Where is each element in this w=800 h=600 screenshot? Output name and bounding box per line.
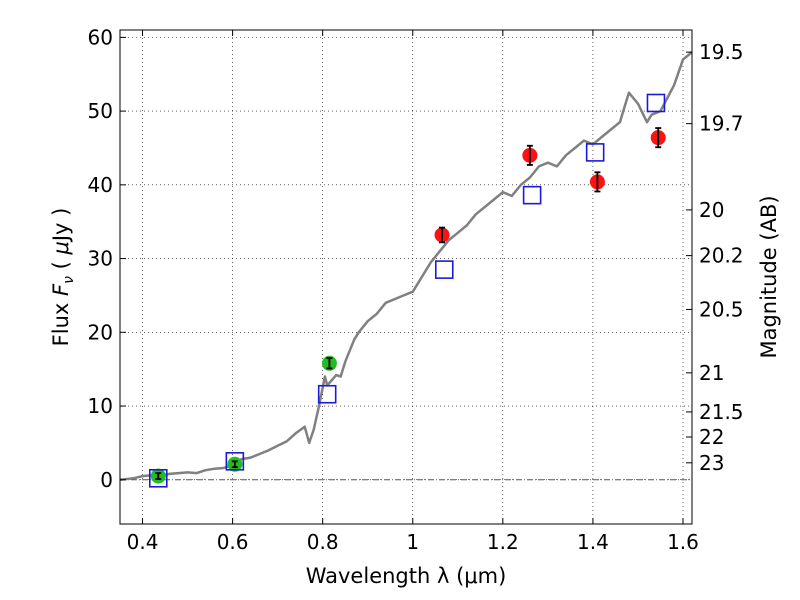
y-tick-label: 40 [88,173,113,197]
y-axis-label: Flux Fν ( μJy ) [49,208,77,347]
y2-tick-label: 21 [699,361,724,385]
y-tick-label: 10 [88,394,113,418]
model-square-point [225,452,245,471]
y2-tick-label: 20.2 [699,244,744,268]
y-tick-label: 30 [88,247,113,271]
x-tick-label: 0.8 [307,530,339,554]
model-square-point [646,93,666,113]
y-tick-label: 60 [88,25,113,49]
y-tick-label: 50 [88,99,113,123]
x-tick-label: 0.4 [127,530,159,554]
y2-tick-label: 20.5 [699,297,744,321]
y2-tick-label: 23 [699,451,724,475]
model-square-point [585,143,605,162]
x-tick-label: 1.6 [667,530,699,554]
x-axis: 0.4 0.6 0.8 1 1.2 1.4 1.6 [127,30,699,554]
y2-tick-label: 21.5 [699,400,744,424]
y2-tick-label: 20 [699,198,724,222]
plot-frame [119,29,693,525]
x-tick-label: 1 [406,530,419,554]
y2-tick-label: 22 [699,425,724,449]
x-axis-label: Wavelength λ (μm) [306,564,507,588]
y-axis: 0 10 20 30 40 50 60 [88,25,126,492]
y2-axis-label: Magnitude (AB) [757,195,781,358]
model-square-point [317,384,337,404]
x-tick-label: 0.6 [217,530,249,554]
y2-tick-label: 19.7 [699,112,744,136]
x-tick-label: 1.2 [487,530,519,554]
plot-series [119,51,693,488]
model-square-point [522,185,542,205]
y-tick-label: 0 [100,468,113,492]
y2-tick-label: 19.5 [699,40,744,64]
y-tick-label: 20 [88,320,113,344]
model-square-point [148,468,168,488]
x-tick-label: 1.4 [577,530,609,554]
model-square-point [434,260,454,279]
